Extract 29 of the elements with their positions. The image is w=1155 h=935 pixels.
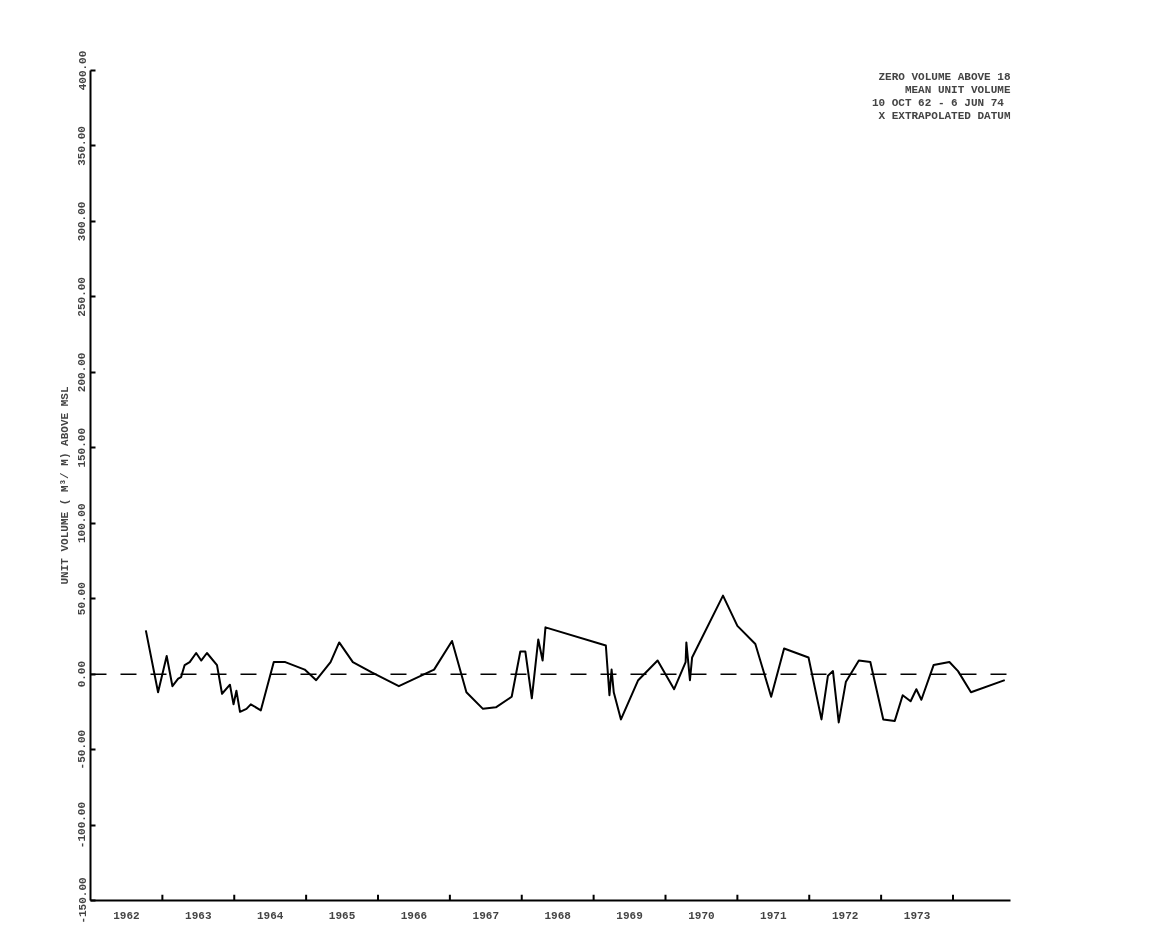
x-tick-label: 1962: [113, 909, 140, 922]
y-tick-label: -150.00: [76, 877, 89, 924]
x-tick-label: 1965: [328, 909, 356, 922]
x-tick-label: 1973: [903, 909, 931, 922]
y-tick-label: 200.00: [76, 352, 89, 393]
y-tick-label: -100.00: [76, 801, 89, 849]
y-tick-label: 150.00: [76, 427, 89, 468]
x-tick-label: 1968: [544, 909, 572, 922]
y-tick-label: 0.00: [76, 660, 89, 688]
y-tick-label: 400.00: [76, 50, 89, 91]
y-axis-title: UNIT VOLUME ( M³/ M) ABOVE MSL: [58, 386, 71, 585]
annotation: MEAN UNIT VOLUME: [904, 83, 1011, 96]
annotation: X EXTRAPOLATED DATUM: [878, 109, 1011, 122]
x-tick-label: 1970: [688, 909, 715, 922]
y-tick-label: 50.00: [76, 582, 89, 616]
x-tick-label: 1969: [616, 909, 643, 922]
x-tick-label: 1972: [831, 909, 859, 922]
y-tick-label: 350.00: [76, 126, 89, 166]
y-tick-label: 250.00: [76, 277, 89, 317]
x-tick-label: 1966: [400, 909, 428, 922]
x-tick-label: 1963: [185, 909, 212, 922]
y-tick-label: 300.00: [76, 201, 89, 242]
annotation: 10 OCT 62 - 6 JUN 74: [871, 96, 1005, 109]
x-tick-label: 1967: [472, 909, 500, 922]
y-tick-label: -50.00: [76, 729, 89, 770]
annotation: ZERO VOLUME ABOVE 18: [878, 70, 1011, 83]
y-tick-label: 100.00: [76, 503, 89, 544]
x-tick-label: 1964: [256, 909, 284, 922]
x-tick-label: 1971: [760, 909, 787, 922]
